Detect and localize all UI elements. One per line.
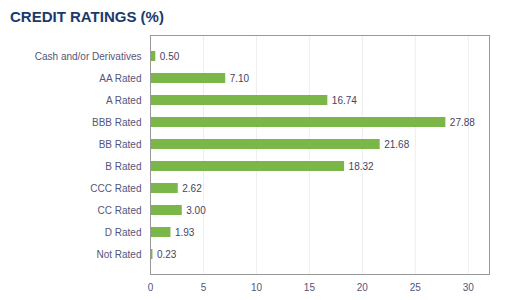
- svg-text:Not Rated: Not Rated: [96, 249, 141, 260]
- svg-text:10: 10: [251, 282, 263, 293]
- svg-text:0.50: 0.50: [160, 51, 180, 62]
- svg-text:30: 30: [463, 282, 475, 293]
- svg-text:15: 15: [304, 282, 316, 293]
- svg-text:7.10: 7.10: [230, 73, 250, 84]
- svg-text:A Rated: A Rated: [106, 95, 142, 106]
- svg-text:20: 20: [357, 282, 369, 293]
- svg-text:CC Rated: CC Rated: [98, 205, 142, 216]
- svg-text:AA Rated: AA Rated: [99, 73, 141, 84]
- svg-text:0.23: 0.23: [157, 249, 177, 260]
- svg-text:2.62: 2.62: [182, 183, 202, 194]
- svg-text:16.74: 16.74: [332, 95, 357, 106]
- svg-text:25: 25: [410, 282, 422, 293]
- svg-text:0: 0: [148, 282, 154, 293]
- svg-text:1.93: 1.93: [175, 227, 195, 238]
- svg-text:CCC Rated: CCC Rated: [90, 183, 141, 194]
- svg-text:BB Rated: BB Rated: [99, 139, 142, 150]
- svg-text:21.68: 21.68: [384, 139, 409, 150]
- svg-text:3.00: 3.00: [186, 205, 206, 216]
- svg-text:Cash and/or Derivatives: Cash and/or Derivatives: [35, 51, 142, 62]
- svg-text:27.88: 27.88: [450, 117, 475, 128]
- svg-text:18.32: 18.32: [349, 161, 374, 172]
- svg-text:BBB Rated: BBB Rated: [92, 117, 141, 128]
- svg-text:B Rated: B Rated: [105, 161, 141, 172]
- html-text:CREDIT RATINGS (%): CREDIT RATINGS (%): [10, 8, 164, 25]
- svg-text:D Rated: D Rated: [105, 227, 142, 238]
- svg-text:5: 5: [201, 282, 207, 293]
